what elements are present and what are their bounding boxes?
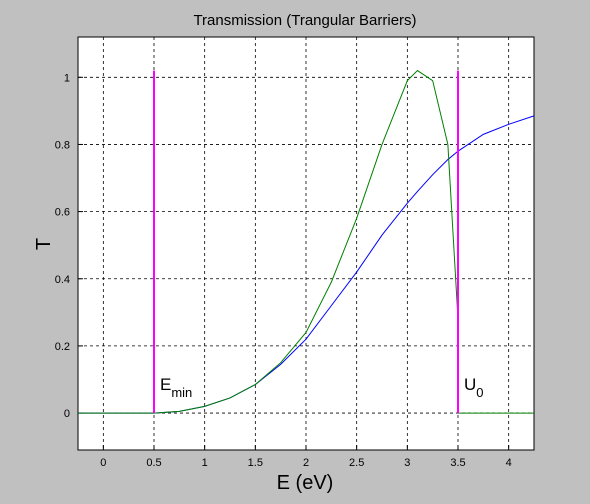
y-tick-label: 0.8 <box>55 139 70 151</box>
x-tick-label: 4 <box>506 457 512 469</box>
y-tick-label: 0 <box>64 408 70 420</box>
marker-label-main: E <box>160 375 171 394</box>
y-tick-label: 0.4 <box>55 274 70 286</box>
y-tick-label: 0.2 <box>55 341 70 353</box>
marker-label-subscript: 0 <box>476 385 483 400</box>
y-tick-label: 0.6 <box>55 207 70 219</box>
x-tick-label: 2 <box>303 457 309 469</box>
marker-label: U0 <box>464 375 484 400</box>
x-tick-label: 1.5 <box>248 457 263 469</box>
x-axis-label: E (eV) <box>277 472 334 494</box>
marker-label-subscript: min <box>171 385 192 400</box>
y-axis-label: T <box>33 238 55 250</box>
y-tick-label: 1 <box>64 72 70 84</box>
chart-title: Transmission (Trangular Barriers) <box>193 12 416 29</box>
x-tick-label: 3.5 <box>450 457 465 469</box>
marker-label-main: U <box>464 375 476 394</box>
x-tick-label: 1 <box>202 457 208 469</box>
x-tick-label: 0.5 <box>146 457 161 469</box>
x-tick-label: 2.5 <box>349 457 364 469</box>
marker-label: Emin <box>160 375 192 400</box>
x-tick-label: 3 <box>404 457 410 469</box>
x-tick-label: 0 <box>100 457 106 469</box>
